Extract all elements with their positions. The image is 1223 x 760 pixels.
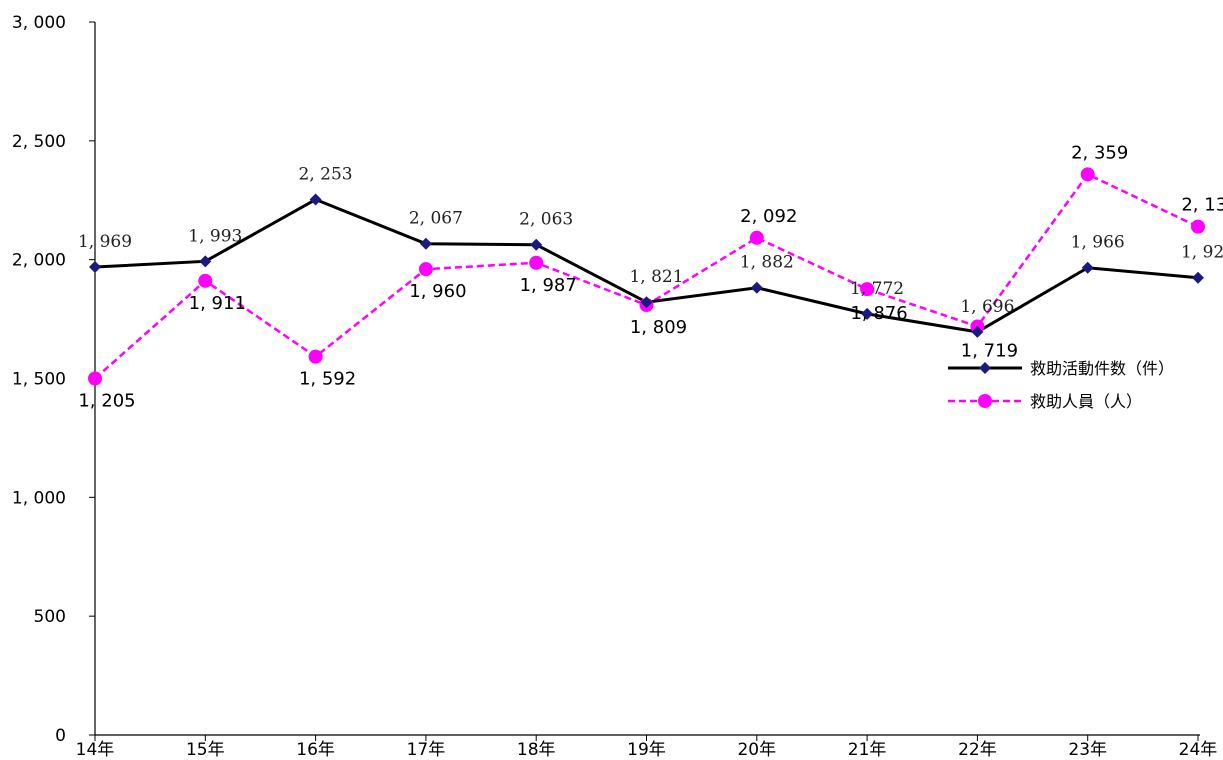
data-point-rescued-people [418,262,433,277]
data-point-rescued-people [308,349,323,364]
legend-item-series-b: 救助人員（人） [948,392,1142,411]
y-tick-label: 1, 000 [12,488,66,508]
data-label-rescue-activities: 1, 882 [740,253,794,273]
data-point-rescue-activities [971,325,984,338]
data-point-rescue-activities [1192,271,1204,284]
y-tick-label: 2, 500 [12,132,66,152]
data-point-rescue-activities [861,307,874,320]
x-tick-label: 14年 [76,740,115,760]
data-point-rescue-activities [419,237,432,250]
data-point-rescued-people [1080,167,1095,182]
legend: 救助活動件数（件） 救助人員（人） [948,359,1174,411]
x-tick-label: 20年 [737,740,776,760]
data-point-rescue-activities [750,281,763,294]
x-tick-label: 17年 [407,740,446,760]
legend-label-series-a: 救助活動件数（件） [1030,359,1174,378]
data-label-rescued-people: 1, 987 [520,275,577,296]
data-point-rescued-people [198,273,213,288]
legend-marker-diamond [979,362,991,374]
data-label-rescued-people: 1, 911 [189,293,246,314]
x-tick-label: 24年 [1179,740,1218,760]
data-label-rescued-people: 1, 719 [961,340,1018,361]
data-label-rescue-activities: 1, 969 [78,232,132,252]
data-label-rescue-activities: 1, 966 [1071,233,1125,253]
data-point-rescue-activities [309,193,322,206]
data-label-rescue-activities: 2, 253 [299,165,353,185]
data-label-rescued-people: 1, 592 [299,369,356,390]
data-label-rescue-activities: 2, 067 [409,209,463,229]
y-tick-label: 2, 000 [12,251,66,271]
x-tick-label: 23年 [1068,740,1107,760]
data-point-rescue-activities [199,255,212,268]
y-tick-label: 1, 500 [12,370,66,390]
data-point-rescued-people [749,230,764,245]
data-label-rescue-activities: 1, 772 [850,279,904,299]
data-point-rescued-people [1191,219,1205,234]
x-tick-label: 16年 [296,740,335,760]
data-label-rescued-people: 2, 359 [1071,142,1128,163]
data-point-rescue-activities [530,238,543,251]
y-tick-label: 3, 000 [12,13,66,33]
y-tick-label: 0 [55,726,66,746]
legend-marker-circle [978,394,992,408]
data-label-rescued-people: 1, 876 [850,303,907,324]
data-label-rescued-people: 1, 205 [78,391,135,412]
data-label-rescued-people: 1, 809 [630,317,687,338]
x-tick-label: 21年 [848,740,887,760]
data-point-rescued-people [529,255,544,270]
data-point-rescue-activities [1081,261,1094,274]
legend-label-series-b: 救助人員（人） [1030,392,1142,411]
data-label-rescued-people: 2, 139 [1181,195,1223,216]
data-label-rescue-activities: 1, 696 [960,297,1014,317]
x-tick-label: 22年 [958,740,997,760]
y-tick-label: 500 [34,607,66,627]
x-tick-label: 19年 [627,740,666,760]
data-point-rescued-people [88,371,102,386]
data-label-rescued-people: 2, 092 [740,206,797,227]
x-tick-label: 18年 [517,740,556,760]
data-label-rescue-activities: 1, 821 [629,267,683,287]
data-label-rescue-activities: 2, 063 [519,210,573,230]
data-point-rescued-people [860,282,875,297]
data-label-rescued-people: 1, 960 [409,281,466,302]
data-label-rescue-activities: 1, 924 [1181,243,1223,263]
x-tick-label: 15年 [186,740,225,760]
legend-item-series-a: 救助活動件数（件） [948,359,1174,378]
data-point-rescue-activities [640,296,653,309]
data-point-rescue-activities [89,261,101,274]
data-label-rescue-activities: 1, 993 [188,226,242,246]
